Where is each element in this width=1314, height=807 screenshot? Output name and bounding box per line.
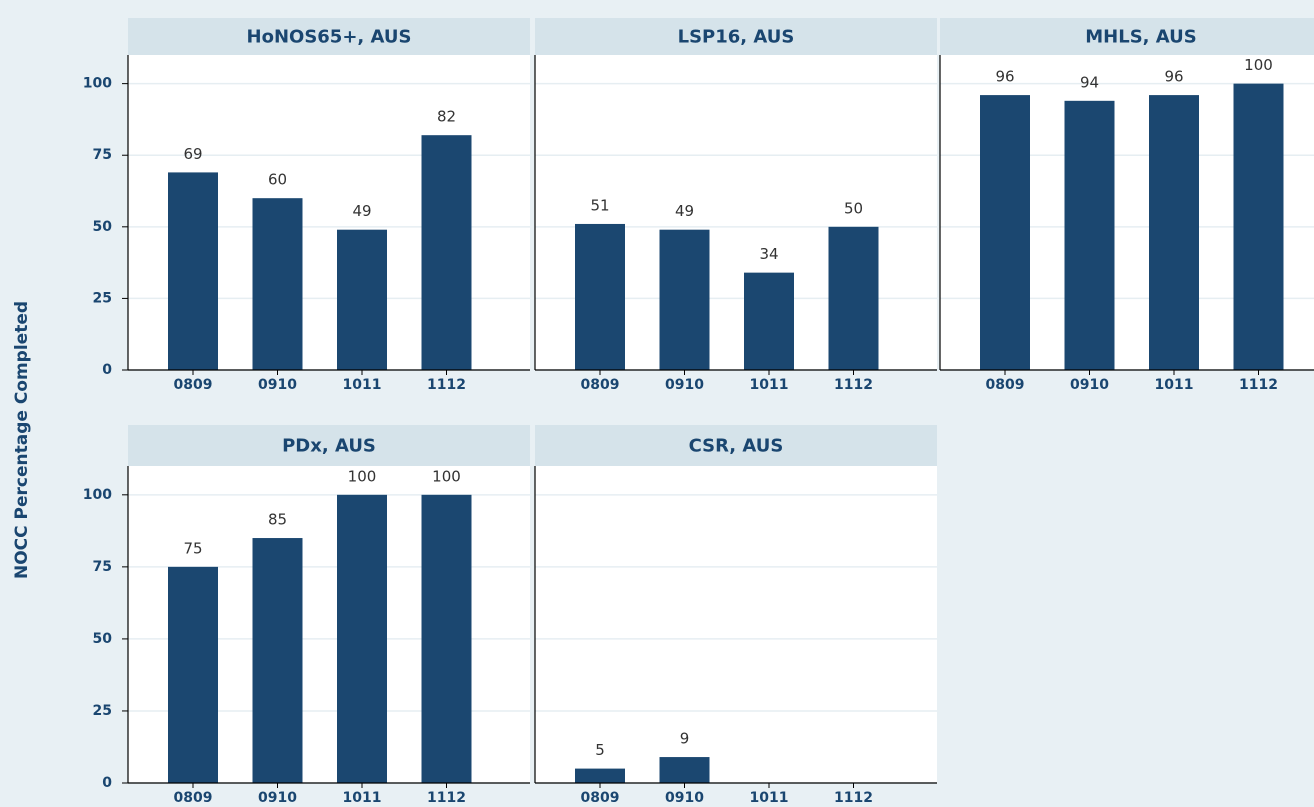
bar [828,226,879,370]
y-tick-label: 100 [83,76,112,92]
panel-title: MHLS, AUS [1085,27,1196,48]
y-tick-label: 0 [102,775,112,791]
x-tick-label: 1112 [1239,377,1278,393]
value-label: 69 [183,145,202,163]
plot-area [535,466,937,783]
y-tick-label: 75 [93,147,112,163]
x-tick-label: 1112 [834,377,873,393]
value-label: 96 [1164,68,1183,86]
y-tick-label: 0 [102,362,112,378]
y-tick-label: 25 [93,703,112,719]
bar [168,566,218,783]
y-tick-label: 50 [93,219,113,235]
x-tick-label: 1112 [427,790,466,806]
value-label: 34 [759,245,778,263]
value-label: 49 [675,202,694,220]
panel-title: HoNOS65+, AUS [247,27,412,48]
value-label: 51 [590,196,609,214]
value-label: 82 [437,108,456,126]
panel-title: CSR, AUS [689,436,784,457]
bar [421,494,472,783]
x-tick-label: 1011 [1155,377,1194,393]
bar [980,95,1030,370]
x-tick-label: 1112 [834,790,873,806]
bar [659,757,710,783]
value-label: 9 [680,730,690,748]
value-label: 60 [268,171,287,189]
x-tick-label: 0809 [581,790,620,806]
y-tick-label: 50 [93,631,113,647]
panel-header [535,425,937,466]
y-axis-label: NOCC Percentage Completed [12,301,32,579]
x-tick-label: 0910 [1070,377,1109,393]
x-tick-label: 1011 [750,377,789,393]
value-label: 49 [352,202,371,220]
y-tick-label: 75 [93,559,112,575]
value-label: 100 [1244,56,1273,74]
bar [659,229,710,370]
bar [252,538,303,783]
bar [252,198,303,370]
x-tick-label: 0809 [986,377,1025,393]
bar [744,272,794,370]
bar [1233,83,1284,371]
value-label: 75 [183,539,202,557]
value-label: 94 [1080,73,1099,91]
panel-header [535,18,937,55]
value-label: 100 [432,467,461,485]
bar [575,223,625,370]
x-tick-label: 1011 [343,790,382,806]
y-tick-label: 100 [83,487,112,503]
x-tick-label: 0809 [174,377,213,393]
panel-title: LSP16, AUS [678,27,795,48]
panel-header [128,18,530,55]
x-tick-label: 1112 [427,377,466,393]
bar [337,494,387,783]
value-label: 50 [844,199,863,217]
value-label: 100 [348,467,377,485]
bar [1149,95,1199,370]
y-tick-label: 25 [93,290,112,306]
bar [168,172,218,370]
bar [337,229,387,370]
panel-header [128,425,530,466]
x-tick-label: 0910 [258,790,297,806]
panel-title: PDx, AUS [282,436,376,457]
bar [575,768,625,783]
x-tick-label: 1011 [343,377,382,393]
x-tick-label: 0910 [665,790,704,806]
x-tick-label: 1011 [750,790,789,806]
value-label: 5 [595,741,605,759]
x-tick-label: 0809 [581,377,620,393]
x-tick-label: 0809 [174,790,213,806]
bar [421,135,472,370]
x-tick-label: 0910 [258,377,297,393]
x-tick-label: 0910 [665,377,704,393]
value-label: 96 [995,68,1014,86]
panel-header [940,18,1314,55]
bar [1064,100,1115,371]
value-label: 85 [268,511,287,529]
